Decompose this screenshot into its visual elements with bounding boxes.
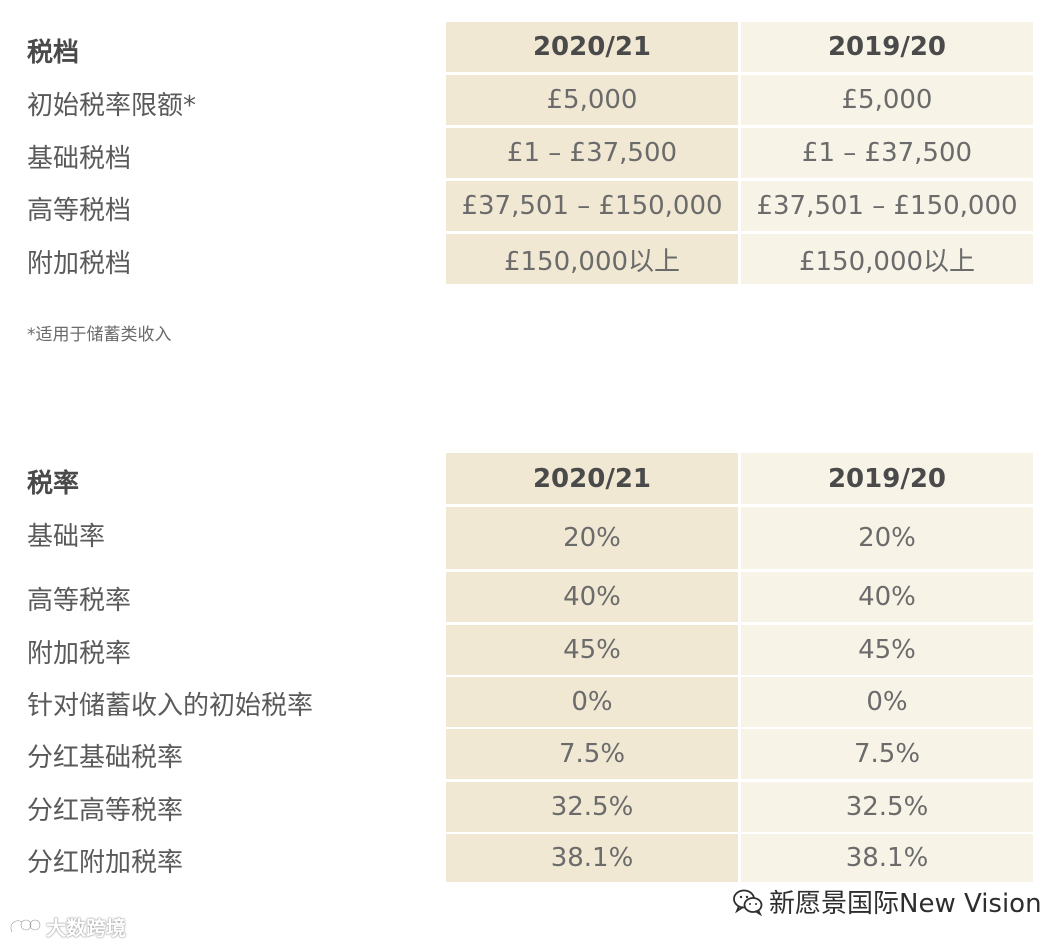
tax-band-row-2019: £5,000 xyxy=(741,75,1033,125)
tax-rate-row-label: 高等税率 xyxy=(27,586,132,616)
tax-rate-row-2019: 38.1% xyxy=(741,834,1033,882)
tax-band-header-label: 税档 xyxy=(27,38,80,68)
tax-rate-row-2019: 45% xyxy=(741,625,1033,675)
datashu-watermark: 大数跨境 xyxy=(8,912,126,941)
tax-band-row-2019: £1 – £37,500 xyxy=(741,128,1033,178)
tax-band-row-2020: £37,501 – £150,000 xyxy=(446,181,738,231)
wechat-watermark-text: 新愿景国际New Vision xyxy=(769,889,1042,919)
datashu-logo-icon xyxy=(8,916,42,938)
footnote: *适用于储蓄类收入 xyxy=(27,325,172,345)
wechat-watermark: 新愿景国际New Vision xyxy=(733,883,1042,920)
tax-rate-row-2019: 7.5% xyxy=(741,729,1033,779)
tax-rate-row-2020: 0% xyxy=(446,677,738,727)
tax-band-row-label: 初始税率限额* xyxy=(27,91,197,121)
tax-rate-header-label: 税率 xyxy=(27,469,80,499)
tax-rate-row-2020: 32.5% xyxy=(446,782,738,832)
tax-rate-row-label: 分红基础税率 xyxy=(27,743,184,773)
tax-band-row-label: 基础税档 xyxy=(27,144,132,174)
tax-rate-row-2019: 0% xyxy=(741,677,1033,727)
tax-rate-row-2020: 45% xyxy=(446,625,738,675)
tax-rate-header-2020: 2020/21 xyxy=(446,453,738,504)
tax-rate-row-2020: 7.5% xyxy=(446,729,738,779)
tax-rate-row-label: 基础率 xyxy=(27,522,106,552)
tax-rate-row-2019: 20% xyxy=(741,507,1033,569)
tax-rate-row-2019: 32.5% xyxy=(741,782,1033,832)
tax-rate-row-2019: 40% xyxy=(741,572,1033,622)
tax-band-row-2019: £37,501 – £150,000 xyxy=(741,181,1033,231)
tax-rate-row-2020: 20% xyxy=(446,507,738,569)
tax-band-row-label: 高等税档 xyxy=(27,196,132,226)
tax-rate-row-label: 分红附加税率 xyxy=(27,848,184,878)
tax-band-row-2019: £150,000以上 xyxy=(741,234,1033,284)
datashu-watermark-text: 大数跨境 xyxy=(46,916,126,940)
tax-rate-row-label: 附加税率 xyxy=(27,639,132,669)
tax-rate-row-2020: 38.1% xyxy=(446,834,738,882)
tax-rate-header-2019: 2019/20 xyxy=(741,453,1033,504)
tax-band-row-2020: £1 – £37,500 xyxy=(446,128,738,178)
tax-rate-row-label: 分红高等税率 xyxy=(27,796,184,826)
tax-band-header-2020: 2020/21 xyxy=(446,22,738,72)
tax-band-row-2020: £150,000以上 xyxy=(446,234,738,284)
tax-rate-row-2020: 40% xyxy=(446,572,738,622)
tax-rate-row-label: 针对储蓄收入的初始税率 xyxy=(27,691,314,721)
wechat-icon xyxy=(733,888,763,916)
tax-band-row-2020: £5,000 xyxy=(446,75,738,125)
tax-band-header-2019: 2019/20 xyxy=(741,22,1033,72)
tax-band-row-label: 附加税档 xyxy=(27,249,132,279)
